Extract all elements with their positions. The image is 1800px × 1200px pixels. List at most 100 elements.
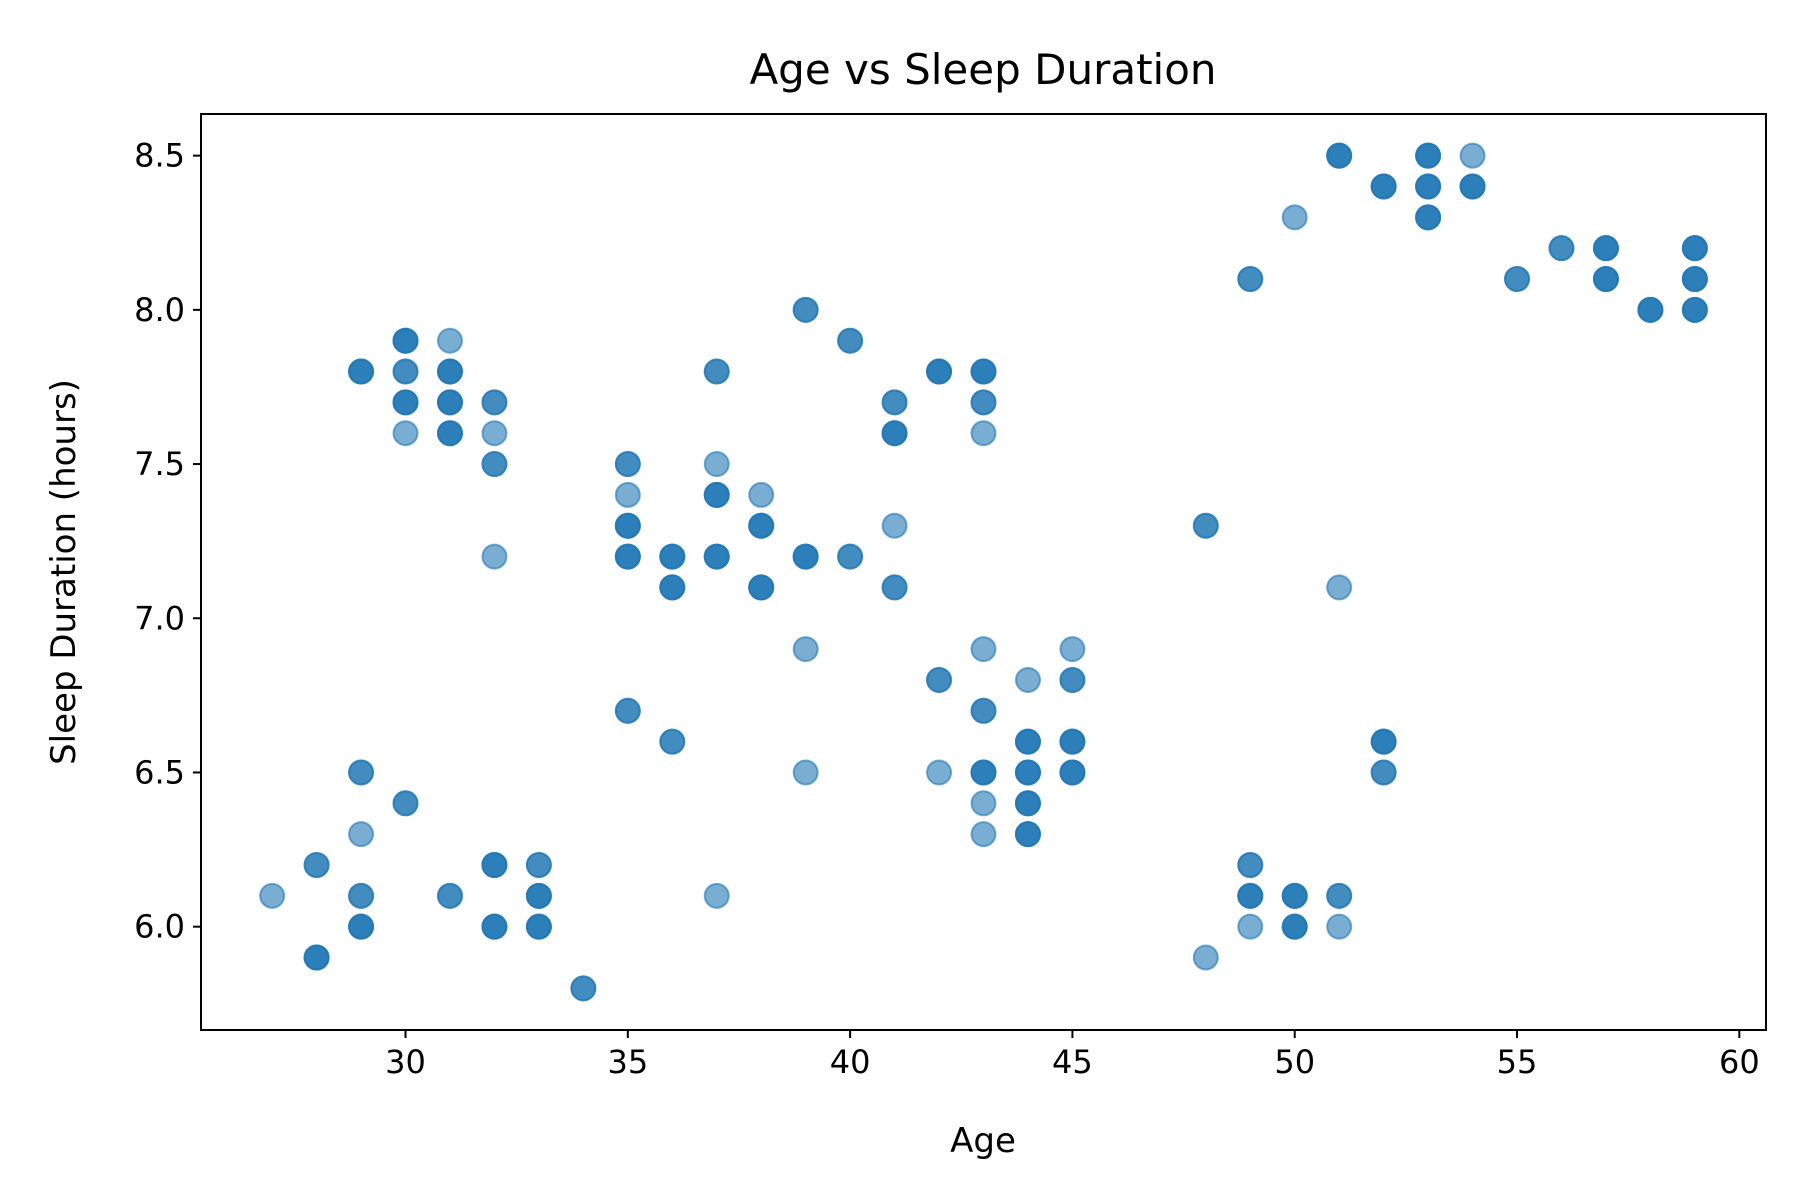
data-point (703, 543, 730, 570)
data-point (1014, 821, 1041, 848)
data-point (1059, 759, 1086, 786)
data-point (1681, 235, 1708, 262)
data-point (481, 451, 508, 478)
data-point (659, 574, 686, 601)
y-tick-label: 7.0 (134, 599, 185, 637)
data-point (1504, 266, 1531, 292)
y-tick-label: 8.5 (134, 137, 185, 175)
data-point (1059, 666, 1086, 693)
x-tick-label: 55 (1497, 1043, 1538, 1081)
data-point (703, 358, 730, 385)
y-axis-label: Sleep Duration (hours) (44, 379, 84, 765)
data-point (392, 420, 419, 447)
data-point (1237, 913, 1264, 940)
data-point (970, 697, 997, 724)
data-point (926, 358, 953, 385)
data-point (614, 543, 641, 570)
data-point (792, 636, 819, 663)
data-point (748, 574, 775, 601)
data-point (259, 882, 286, 909)
data-point (1459, 173, 1486, 200)
data-point (970, 759, 997, 786)
data-point (1192, 944, 1219, 971)
data-point (481, 852, 508, 878)
data-point (392, 389, 419, 416)
data-point (436, 327, 463, 354)
data-point (1370, 173, 1397, 200)
data-point (1237, 882, 1264, 909)
data-point (970, 420, 997, 447)
data-point (748, 512, 775, 539)
data-point (392, 327, 419, 354)
data-point (1681, 296, 1708, 323)
data-point (525, 913, 552, 940)
data-point (392, 358, 419, 385)
data-point (970, 389, 997, 416)
y-tick-label: 6.0 (134, 908, 185, 946)
data-point (1415, 173, 1442, 200)
y-tick-label: 8.0 (134, 291, 185, 329)
data-point (1192, 512, 1219, 539)
data-point (570, 975, 597, 1002)
data-point (792, 296, 819, 323)
data-point (1059, 728, 1086, 755)
data-point (348, 759, 375, 786)
data-point (436, 358, 463, 385)
x-tick-label: 45 (1052, 1043, 1093, 1081)
data-point (614, 451, 641, 478)
data-point (1014, 790, 1041, 817)
data-point (703, 451, 730, 478)
chart-title: Age vs Sleep Duration (749, 45, 1216, 94)
data-point (1014, 759, 1041, 786)
data-point (481, 913, 508, 940)
data-point (1592, 266, 1619, 292)
data-point (792, 759, 819, 786)
data-point (1014, 666, 1041, 693)
data-point (436, 420, 463, 447)
plot-frame (200, 113, 1767, 1031)
data-point (1014, 728, 1041, 755)
data-point (970, 821, 997, 848)
data-point (881, 420, 908, 447)
data-point (614, 512, 641, 539)
data-point (525, 882, 552, 909)
data-point (481, 420, 508, 447)
x-tick-label: 35 (607, 1043, 648, 1081)
data-point (1370, 728, 1397, 755)
data-point (748, 481, 775, 508)
y-tick-label: 7.5 (134, 445, 185, 483)
data-point (659, 543, 686, 570)
data-point (837, 543, 864, 570)
data-point (659, 728, 686, 755)
data-point (614, 697, 641, 724)
data-point (703, 882, 730, 909)
data-point (392, 790, 419, 817)
data-point (1059, 636, 1086, 663)
data-point (837, 327, 864, 354)
y-tick-label: 6.5 (134, 753, 185, 791)
data-point (926, 666, 953, 693)
data-point (303, 944, 330, 971)
data-point (348, 821, 375, 848)
data-point (1281, 913, 1308, 940)
data-point (481, 543, 508, 570)
data-point (1281, 882, 1308, 909)
data-point (792, 543, 819, 570)
data-point (1548, 235, 1575, 262)
data-point (481, 389, 508, 416)
data-point (348, 913, 375, 940)
data-point (525, 852, 552, 878)
data-point (1415, 142, 1442, 169)
data-point (1459, 142, 1486, 169)
data-point (1237, 266, 1264, 292)
data-point (614, 481, 641, 508)
data-point (303, 852, 330, 878)
data-point (881, 574, 908, 601)
data-point (1237, 852, 1264, 878)
x-tick-label: 40 (830, 1043, 871, 1081)
x-axis-label: Age (950, 1121, 1016, 1161)
data-point (1326, 574, 1353, 601)
data-point (881, 389, 908, 416)
